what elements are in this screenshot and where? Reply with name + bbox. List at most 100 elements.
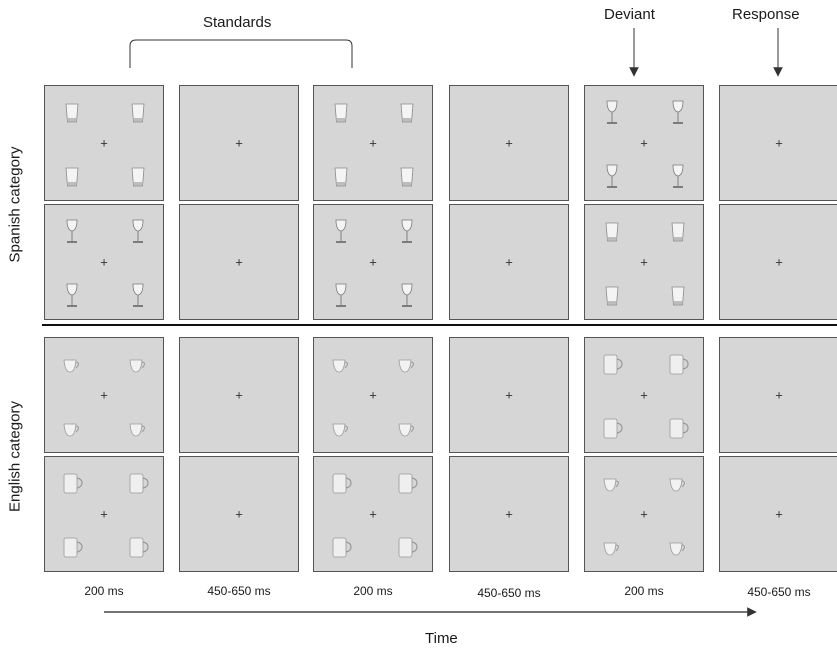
fixation-cross: + (369, 135, 377, 151)
timing-label: 200 ms (84, 584, 124, 598)
stemware-image (127, 281, 149, 309)
fixation-cross: + (505, 135, 513, 151)
mug-image (396, 533, 418, 561)
tumbler-image (127, 98, 149, 126)
fixation-panel: + (179, 204, 299, 320)
standards-label: Standards (203, 14, 272, 31)
fixation-cross: + (505, 254, 513, 270)
stimulus-panel: + (313, 456, 433, 572)
cup-image (61, 350, 83, 378)
stimulus-panel: + (313, 337, 433, 453)
stimulus-panel: + (584, 85, 704, 201)
cup-image (601, 533, 623, 561)
fixation-cross: + (235, 506, 243, 522)
mug-image (330, 469, 352, 497)
stemware-image (396, 281, 418, 309)
stemware-image (667, 98, 689, 126)
stimulus-panel: + (44, 337, 164, 453)
mug-image (667, 414, 689, 442)
stemware-image (601, 162, 623, 190)
stimulus-panel: + (313, 85, 433, 201)
stimulus-panel: + (44, 204, 164, 320)
fixation-cross: + (100, 254, 108, 270)
stemware-image (61, 281, 83, 309)
fixation-cross: + (100, 387, 108, 403)
mug-image (127, 469, 149, 497)
fixation-panel: + (719, 337, 837, 453)
fixation-panel: + (449, 337, 569, 453)
fixation-panel: + (719, 456, 837, 572)
mug-image (601, 350, 623, 378)
stemware-image (667, 162, 689, 190)
mug-image (61, 533, 83, 561)
stemware-image (330, 217, 352, 245)
stemware-image (61, 217, 83, 245)
fixation-cross: + (235, 387, 243, 403)
fixation-cross: + (640, 387, 648, 403)
tumbler-image (667, 281, 689, 309)
stimulus-panel: + (584, 456, 704, 572)
fixation-cross: + (100, 506, 108, 522)
fixation-panel: + (179, 456, 299, 572)
fixation-panel: + (719, 85, 837, 201)
mug-image (601, 414, 623, 442)
fixation-cross: + (235, 254, 243, 270)
cup-image (127, 414, 149, 442)
tumbler-image (127, 162, 149, 190)
tumbler-image (396, 98, 418, 126)
cup-image (330, 350, 352, 378)
stimulus-panel: + (313, 204, 433, 320)
cup-image (601, 469, 623, 497)
timing-label: 450-650 ms (747, 585, 811, 599)
fixation-cross: + (369, 254, 377, 270)
stemware-image (330, 281, 352, 309)
tumbler-image (330, 98, 352, 126)
fixation-cross: + (505, 387, 513, 403)
response-label: Response (732, 6, 800, 23)
tumbler-image (61, 162, 83, 190)
fixation-cross: + (775, 506, 783, 522)
mug-image (61, 469, 83, 497)
mug-image (667, 350, 689, 378)
fixation-cross: + (640, 135, 648, 151)
cup-image (396, 414, 418, 442)
fixation-panel: + (179, 85, 299, 201)
fixation-panel: + (179, 337, 299, 453)
stimulus-panel: + (584, 204, 704, 320)
cup-image (330, 414, 352, 442)
deviant-label: Deviant (604, 6, 655, 23)
stemware-image (396, 217, 418, 245)
fixation-panel: + (719, 204, 837, 320)
mug-image (396, 469, 418, 497)
timing-label: 200 ms (353, 584, 393, 598)
fixation-panel: + (449, 85, 569, 201)
fixation-cross: + (775, 254, 783, 270)
stimulus-panel: + (44, 85, 164, 201)
english-category-label: English category (6, 401, 24, 512)
cup-image (396, 350, 418, 378)
fixation-cross: + (100, 135, 108, 151)
stimulus-panel: + (44, 456, 164, 572)
fixation-cross: + (369, 387, 377, 403)
tumbler-image (667, 217, 689, 245)
cup-image (667, 469, 689, 497)
cup-image (127, 350, 149, 378)
tumbler-image (396, 162, 418, 190)
fixation-cross: + (505, 506, 513, 522)
spanish-category-label: Spanish category (6, 146, 24, 263)
cup-image (61, 414, 83, 442)
fixation-cross: + (369, 506, 377, 522)
tumbler-image (601, 281, 623, 309)
stemware-image (601, 98, 623, 126)
fixation-panel: + (449, 204, 569, 320)
fixation-cross: + (235, 135, 243, 151)
standards-bracket (129, 39, 353, 68)
cup-image (667, 533, 689, 561)
fixation-cross: + (640, 506, 648, 522)
fixation-panel: + (449, 456, 569, 572)
timing-label: 200 ms (624, 584, 664, 598)
tumbler-image (330, 162, 352, 190)
timing-label: 450-650 ms (207, 584, 271, 598)
fixation-cross: + (775, 387, 783, 403)
